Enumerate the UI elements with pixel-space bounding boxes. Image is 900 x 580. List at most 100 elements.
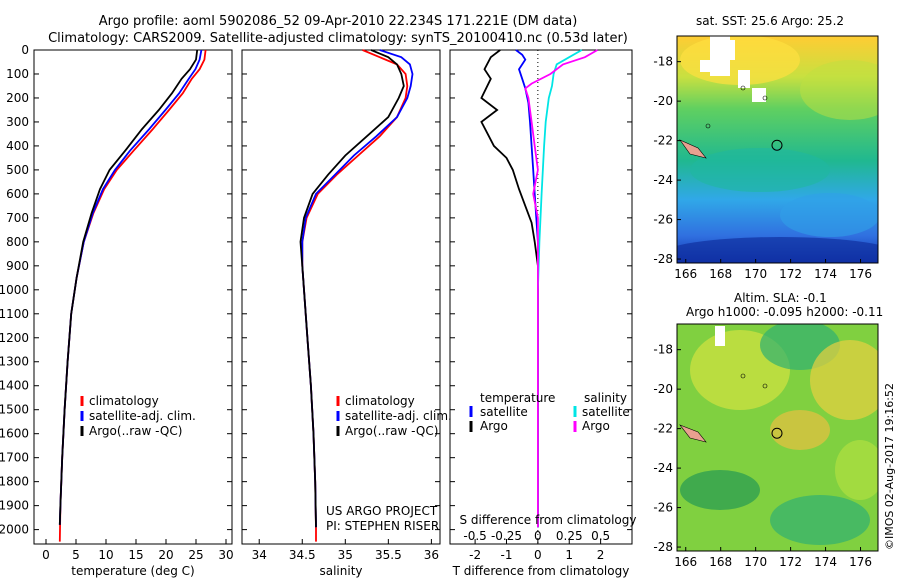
s-difference-tick-labels: -0.5 -0.25 0 0.25 0.5 [463, 529, 610, 543]
x-tick-label: 36 [424, 548, 439, 562]
sst-map-frame [676, 35, 879, 264]
map-y-tick-label: -18 [653, 343, 673, 357]
depth-label: 100 [6, 67, 29, 81]
sst-map-title: sat. SST: 25.6 Argo: 25.2 [696, 14, 844, 28]
depth-label: 200 [6, 91, 29, 105]
depth-label: 600 [6, 187, 29, 201]
depth-label: 700 [6, 211, 29, 225]
map-y-tick-label: -24 [653, 173, 673, 187]
header-line2: Climatology: CARS2009. Satellite-adjuste… [48, 31, 628, 46]
depth-tick-labels: 0 100 200 300 400 500 600 700 800 900 1000 1100 1200… [0, 43, 29, 537]
depth-label: 2000 [0, 523, 29, 537]
legend-t-satellite: satellite [480, 405, 528, 419]
x-tick-label: 30 [218, 548, 233, 562]
series-line-0-2 [58, 49, 199, 525]
depth-label: 1500 [0, 403, 29, 417]
x-tick-label: 1 [565, 548, 573, 562]
depth-label: 1400 [0, 379, 29, 393]
map-x-tick-label: 174 [814, 267, 837, 281]
map-y-tick-label: -20 [653, 382, 673, 396]
s-tick-label: -0.5 [463, 529, 486, 543]
sla-float-marker [771, 427, 783, 439]
timestamp: ©IMOS 02-Aug-2017 19:16:52 [883, 383, 896, 550]
x-tick-label: 20 [158, 548, 173, 562]
map-y-tick-label: -22 [653, 422, 673, 436]
legend-argo-s: Argo(..raw -QC) [345, 424, 438, 438]
map-x-tick-label: 176 [849, 555, 872, 569]
s-difference-label: S difference from climatology [460, 513, 637, 527]
map-y-tick-label: -26 [653, 501, 673, 515]
x-tick-label: 34 [252, 548, 267, 562]
legend-s-argo: Argo [582, 419, 610, 433]
x-tick-label: 35.5 [375, 548, 402, 562]
map-x-tick-label: 172 [779, 555, 802, 569]
x-tick-label: -1 [500, 548, 512, 562]
depth-label: 1300 [0, 355, 29, 369]
header-line1: Argo profile: aoml 5902086_52 09-Apr-201… [99, 14, 578, 29]
sla-map-ticks: 166 168 170 172 174 176 -18 -20 -22 -24 -26 -28 [653, 343, 872, 569]
s-tick-label: 0.25 [556, 529, 583, 543]
depth-label: 500 [6, 163, 29, 177]
s-tick-label: 0 [534, 529, 542, 543]
difference-xlabel: T difference from climatology [452, 564, 630, 578]
legend-satellite-s: satellite-adj. clim. [345, 409, 452, 423]
sla-map-frame [676, 323, 879, 552]
s-tick-label: -0.25 [491, 529, 522, 543]
x-tick-label: 0 [42, 548, 50, 562]
depth-label: 900 [6, 259, 29, 273]
sst-map [677, 36, 878, 263]
difference-panel-frame [449, 49, 633, 545]
x-tick-label: 0 [534, 548, 542, 562]
credit-pi: PI: STEPHEN RISER [326, 519, 439, 533]
map-y-tick-label: -28 [653, 252, 673, 266]
map-y-tick-label: -22 [653, 134, 673, 148]
legend-temperature-head: temperature [480, 391, 555, 405]
map-x-tick-label: 174 [814, 555, 837, 569]
salinity-panel-frame [241, 49, 441, 545]
s-tick-label: 0.5 [591, 529, 610, 543]
temperature-panel-frame [33, 49, 233, 545]
map-y-tick-label: -24 [653, 461, 673, 475]
temperature-legend: climatology satellite-adj. clim. Argo(..… [80, 394, 196, 438]
depth-label: 1100 [0, 307, 29, 321]
x-tick-label: 35 [338, 548, 353, 562]
legend-climatology: climatology [89, 394, 159, 408]
series-line-2-1 [480, 49, 539, 528]
legend-salinity-head: salinity [584, 391, 627, 405]
sla-map [677, 324, 878, 551]
depth-label: 400 [6, 139, 29, 153]
depth-label: 1800 [0, 475, 29, 489]
map-x-tick-label: 168 [709, 555, 732, 569]
legend-t-argo: Argo [480, 419, 508, 433]
map-x-tick-label: 168 [709, 267, 732, 281]
salinity-legend: climatology satellite-adj. clim. Argo(..… [336, 394, 452, 438]
depth-label: 300 [6, 115, 29, 129]
difference-legend: temperature salinity satellite Argo sate… [469, 391, 630, 433]
depth-label: 1900 [0, 499, 29, 513]
map-x-tick-label: 170 [744, 555, 767, 569]
legend-argo: Argo(..raw -QC) [89, 424, 182, 438]
sst-float-marker [771, 139, 783, 151]
x-tick-label: 2 [597, 548, 605, 562]
x-tick-label: 25 [188, 548, 203, 562]
map-x-tick-label: 172 [779, 267, 802, 281]
x-tick-label: 15 [128, 548, 143, 562]
depth-label: 1000 [0, 283, 29, 297]
x-tick-label: 10 [98, 548, 113, 562]
x-tick-label: 5 [72, 548, 80, 562]
sst-map-ticks: 166 168 170 172 174 176 -18 -20 -22 -24 -26 -28 [653, 55, 872, 281]
map-y-tick-label: -28 [653, 540, 673, 554]
depth-label: 800 [6, 235, 29, 249]
map-x-tick-label: 166 [674, 555, 697, 569]
credit-project: US ARGO PROJECT [326, 504, 438, 518]
salinity-xlabel: salinity [319, 564, 362, 578]
map-x-tick-label: 170 [744, 267, 767, 281]
map-y-tick-label: -20 [653, 94, 673, 108]
depth-label: 1600 [0, 427, 29, 441]
depth-label: 1200 [0, 331, 29, 345]
x-tick-label: -2 [469, 548, 481, 562]
x-tick-label: 34.5 [289, 548, 316, 562]
legend-satellite: satellite-adj. clim. [89, 409, 196, 423]
legend-climatology-s: climatology [345, 394, 415, 408]
